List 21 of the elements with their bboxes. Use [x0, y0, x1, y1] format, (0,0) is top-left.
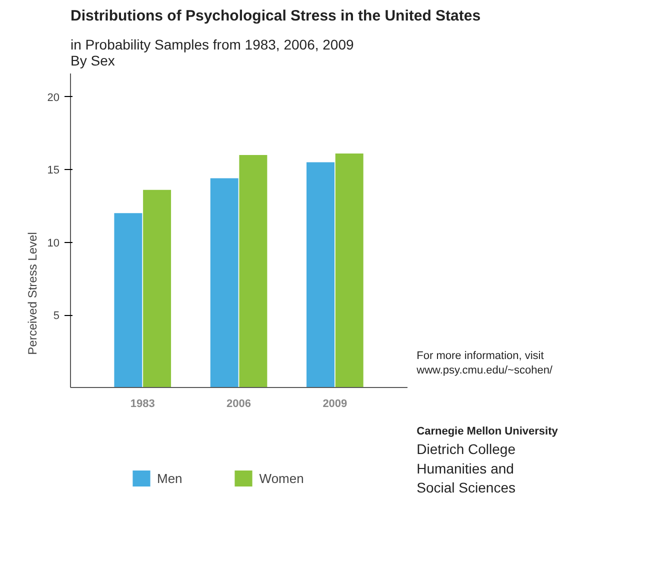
- bar: [239, 154, 268, 388]
- y-tick-label: 15: [47, 164, 60, 177]
- text: For more information, visit www.psy.cmu.edu/~scohen/: [416, 350, 554, 376]
- bar: [143, 190, 172, 388]
- chart-subtitle: in Probability Samples from 1983, 2006, 2009 By Sex: [70, 36, 354, 68]
- y-axis-title: Perceived Stress Level: [25, 232, 40, 355]
- legend-label: Men: [157, 470, 182, 486]
- text: Dietrich College Humanities and Social Sciences: [416, 441, 516, 496]
- legend-label: Women: [259, 470, 304, 486]
- bar: [335, 154, 364, 388]
- y-tick-label: 20: [47, 92, 60, 104]
- bar: [210, 178, 238, 388]
- text: Carnegie Mellon University: [416, 426, 559, 438]
- bar: [114, 213, 142, 388]
- y-tick-label: 5: [53, 310, 60, 322]
- chart-title: Distributions of Psychological Stress in the United States: [70, 8, 481, 24]
- x-tick-label: 2009: [322, 398, 348, 410]
- x-tick-label: 1983: [130, 398, 155, 410]
- y-tick-label: 10: [47, 237, 60, 250]
- x-tick-label: 2006: [226, 398, 252, 410]
- bar: [306, 162, 334, 388]
